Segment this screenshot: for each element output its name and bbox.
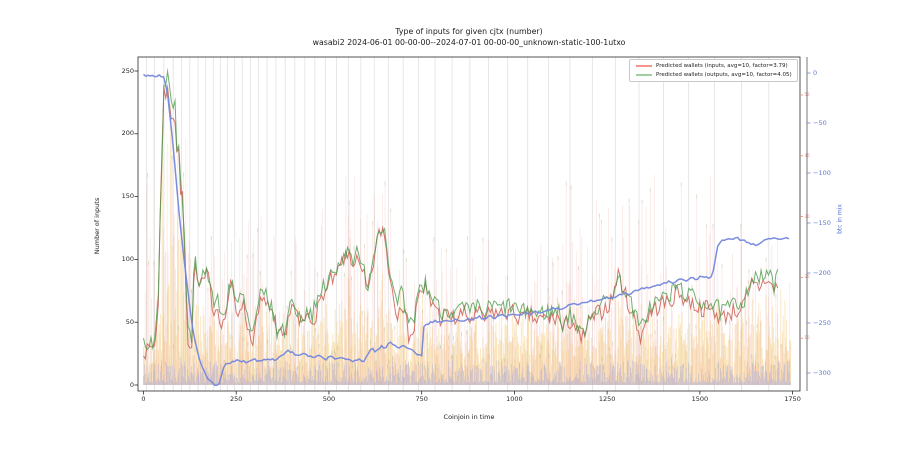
chart-plot-canvas (0, 0, 900, 450)
chart-figure: Type of inputs for given cjtx (number) w… (0, 0, 900, 450)
